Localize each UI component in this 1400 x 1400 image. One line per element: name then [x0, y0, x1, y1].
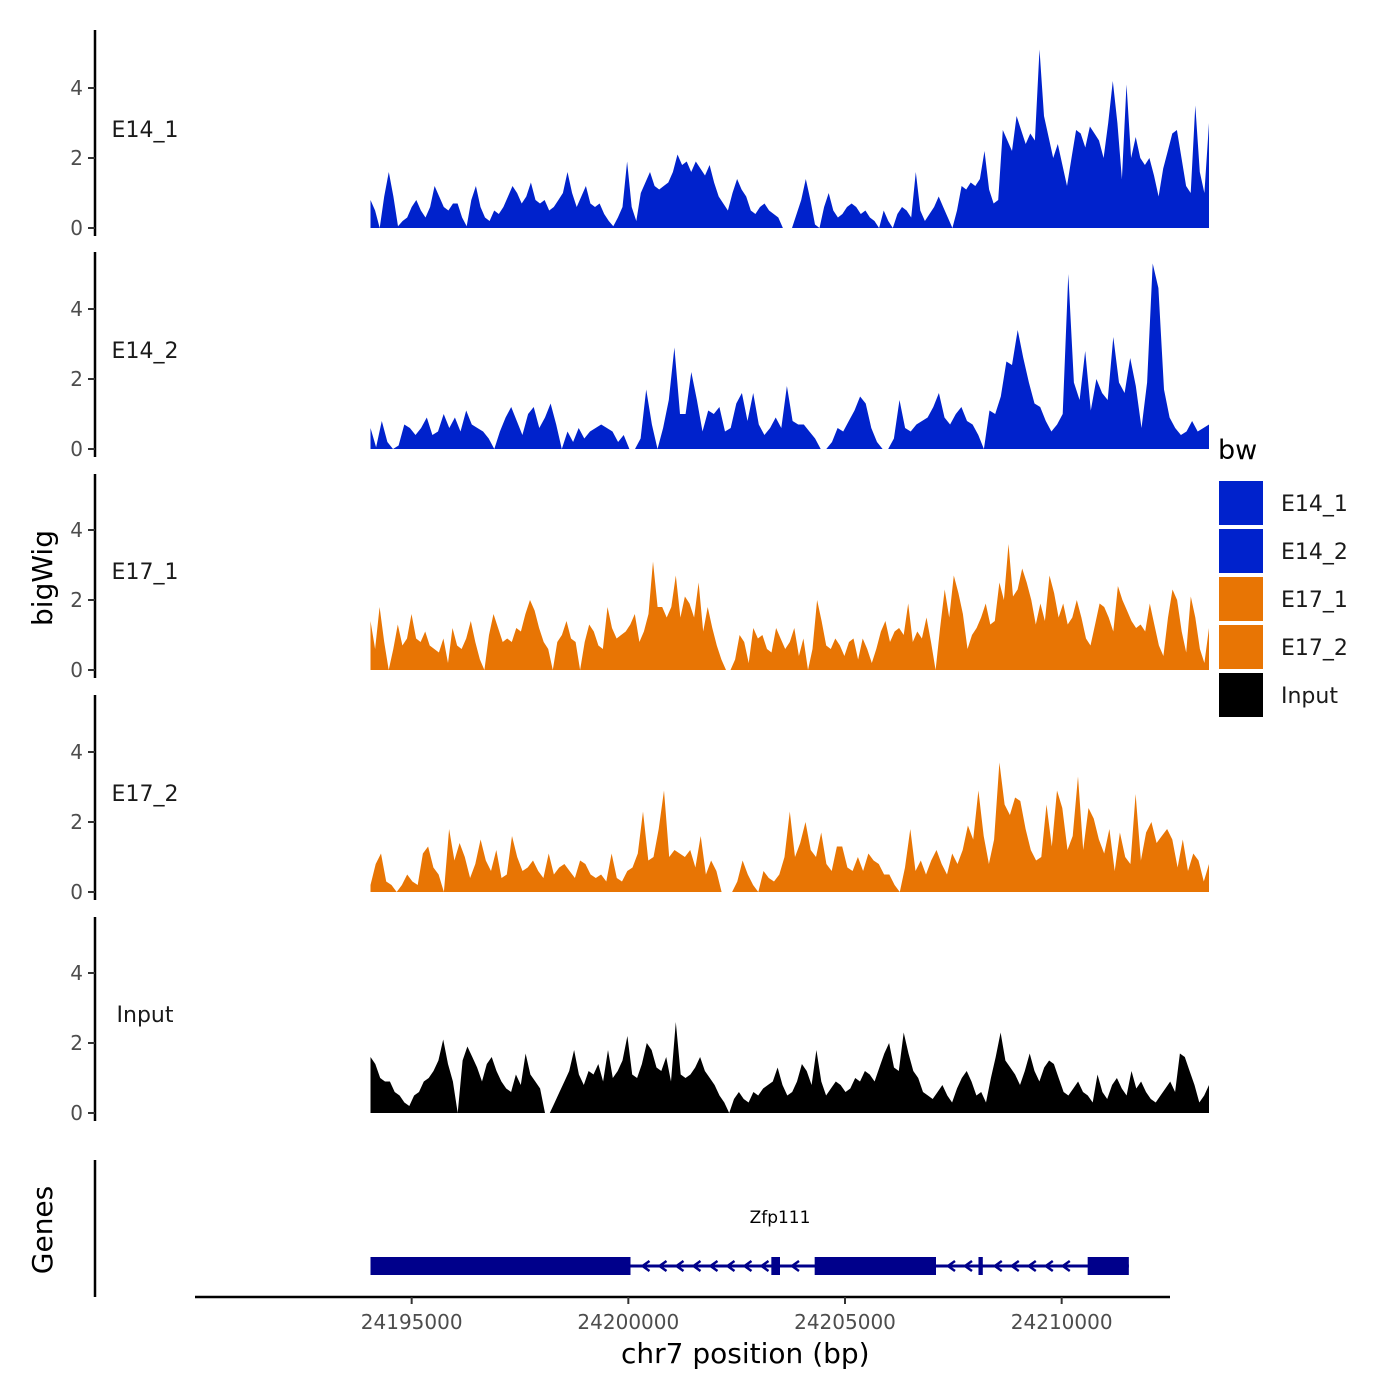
- gene-exon: [978, 1257, 983, 1275]
- y-tick-label: 2: [70, 367, 83, 391]
- y-tick-label: 4: [70, 76, 83, 100]
- x-tick-label: 24210000: [1011, 1310, 1113, 1334]
- strand-arrow: [1009, 1259, 1020, 1273]
- track-label: E14_2: [112, 339, 179, 364]
- track-label: Input: [117, 1003, 174, 1028]
- x-axis: 24195000 24200000 24205000 24210000 chr7 pos…: [195, 1295, 1170, 1370]
- signal-area-e17-2: [370, 762, 1209, 892]
- gene-exon: [1087, 1257, 1129, 1275]
- x-axis-title: chr7 position (bp): [621, 1337, 870, 1370]
- x-tick-label: 24205000: [794, 1310, 896, 1334]
- strand-arrow: [945, 1259, 956, 1273]
- strand-arrow: [640, 1259, 651, 1273]
- legend-swatch: [1219, 529, 1263, 573]
- legend-label: E14_2: [1281, 540, 1348, 565]
- y-tick-label: 2: [70, 146, 83, 170]
- track-e14-1: 0 2 4 E14_1: [70, 30, 1209, 240]
- strand-arrow: [1060, 1259, 1071, 1273]
- legend-swatch: [1219, 577, 1263, 621]
- y-tick-label: 0: [70, 437, 83, 461]
- y-tick-label: 0: [70, 658, 83, 682]
- strand-arrow: [657, 1259, 668, 1273]
- strand-arrow: [674, 1259, 685, 1273]
- gene-label: Zfp111: [750, 1208, 811, 1228]
- track-label: E17_2: [112, 782, 179, 807]
- y-tick-label: 4: [70, 297, 83, 321]
- strand-arrow: [992, 1259, 1003, 1273]
- track-e14-2: 0 2 4 E14_2: [70, 252, 1209, 461]
- gene-exon: [771, 1257, 780, 1275]
- y-tick-label: 0: [70, 216, 83, 240]
- genes-panel-title: Genes: [26, 1186, 59, 1274]
- y-tick-label: 4: [70, 740, 83, 764]
- gene-exon: [814, 1257, 936, 1275]
- y-tick-label: 0: [70, 880, 83, 904]
- strand-arrow: [1043, 1259, 1054, 1273]
- signal-area-input: [370, 1022, 1209, 1113]
- x-tick-label: 24195000: [361, 1310, 463, 1334]
- legend-label: E17_1: [1281, 588, 1348, 613]
- y-tick-label: 2: [70, 810, 83, 834]
- legend-swatch: [1219, 673, 1263, 717]
- x-tick-label: 24200000: [577, 1310, 679, 1334]
- signal-area-e14-1: [370, 49, 1209, 228]
- strand-arrow: [962, 1259, 973, 1273]
- track-label: E17_1: [112, 560, 179, 585]
- track-e17-2: 0 2 4 E17_2: [70, 695, 1209, 904]
- strand-arrow: [759, 1259, 770, 1273]
- track-e17-1: 0 2 4 E17_1: [70, 474, 1209, 682]
- y-tick-label: 2: [70, 588, 83, 612]
- strand-arrow: [725, 1259, 736, 1273]
- genes-panel: Genes Zfp111: [26, 1160, 1129, 1297]
- gene-model: Zfp111: [370, 1208, 1129, 1275]
- track-label: E14_1: [112, 118, 179, 143]
- strand-arrow: [708, 1259, 719, 1273]
- legend-swatch: [1219, 625, 1263, 669]
- signal-area-e17-1: [370, 544, 1209, 670]
- legend-title: bw: [1218, 435, 1257, 466]
- y-tick-label: 4: [70, 518, 83, 542]
- legend-swatch: [1219, 481, 1263, 525]
- y-tick-label: 2: [70, 1031, 83, 1055]
- signal-area-e14-2: [370, 263, 1209, 449]
- strand-arrow: [691, 1259, 702, 1273]
- legend-label: Input: [1281, 684, 1338, 709]
- strand-arrow: [789, 1259, 800, 1273]
- strand-arrow: [742, 1259, 753, 1273]
- legend-label: E17_2: [1281, 636, 1348, 661]
- gene-exon: [370, 1257, 631, 1275]
- track-input: 0 2 4 Input: [70, 917, 1209, 1125]
- y-tick-label: 4: [70, 961, 83, 985]
- legend: bw E14_1 E14_2 E17_1 E17_2 Input: [1218, 435, 1348, 717]
- y-axis-title: bigWig: [26, 530, 59, 626]
- legend-label: E14_1: [1281, 492, 1348, 517]
- strand-arrow: [1026, 1259, 1037, 1273]
- y-tick-label: 0: [70, 1101, 83, 1125]
